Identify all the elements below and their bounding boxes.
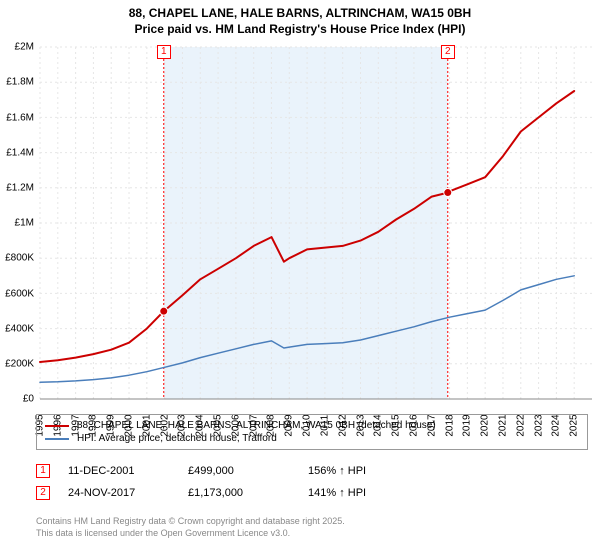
event-row-2: 2 24-NOV-2017 £1,173,000 141% ↑ HPI bbox=[36, 482, 588, 504]
legend-label-property: 88, CHAPEL LANE, HALE BARNS, ALTRINCHAM,… bbox=[77, 420, 436, 431]
y-axis-tick-label: £2M bbox=[0, 42, 34, 53]
event-date-2: 24-NOV-2017 bbox=[68, 487, 188, 499]
event-marker-2: 2 bbox=[36, 486, 50, 500]
events-table: 1 11-DEC-2001 £499,000 156% ↑ HPI 2 24-N… bbox=[36, 460, 588, 504]
y-axis-tick-label: £1.4M bbox=[0, 147, 34, 158]
legend-swatch-hpi bbox=[45, 438, 69, 440]
y-axis-tick-label: £200K bbox=[0, 358, 34, 369]
event-row-1: 1 11-DEC-2001 £499,000 156% ↑ HPI bbox=[36, 460, 588, 482]
chart-title-block: 88, CHAPEL LANE, HALE BARNS, ALTRINCHAM,… bbox=[0, 0, 600, 39]
y-axis-tick-label: £1.2M bbox=[0, 182, 34, 193]
event-marker-1: 1 bbox=[36, 464, 50, 478]
legend-item-property: 88, CHAPEL LANE, HALE BARNS, ALTRINCHAM,… bbox=[45, 419, 579, 432]
event-pct-2: 141% ↑ HPI bbox=[308, 487, 428, 499]
chart-container: £0£200K£400K£600K£800K£1M£1.2M£1.4M£1.6M… bbox=[36, 43, 596, 403]
y-axis-tick-label: £1.8M bbox=[0, 77, 34, 88]
event-pct-1: 156% ↑ HPI bbox=[308, 465, 428, 477]
event-line-marker: 2 bbox=[441, 45, 455, 59]
footer-line-2: This data is licensed under the Open Gov… bbox=[36, 528, 588, 540]
title-line-1: 88, CHAPEL LANE, HALE BARNS, ALTRINCHAM,… bbox=[10, 6, 590, 22]
y-axis-tick-label: £0 bbox=[0, 394, 34, 405]
legend-swatch-property bbox=[45, 425, 69, 427]
y-axis-tick-label: £600K bbox=[0, 288, 34, 299]
legend: 88, CHAPEL LANE, HALE BARNS, ALTRINCHAM,… bbox=[36, 414, 588, 450]
title-line-2: Price paid vs. HM Land Registry's House … bbox=[10, 22, 590, 38]
footer-attribution: Contains HM Land Registry data © Crown c… bbox=[36, 516, 588, 539]
legend-item-hpi: HPI: Average price, detached house, Traf… bbox=[45, 432, 579, 445]
event-date-1: 11-DEC-2001 bbox=[68, 465, 188, 477]
y-axis-tick-label: £400K bbox=[0, 323, 34, 334]
y-axis-tick-label: £800K bbox=[0, 253, 34, 264]
event-price-1: £499,000 bbox=[188, 465, 308, 477]
legend-label-hpi: HPI: Average price, detached house, Traf… bbox=[77, 433, 277, 444]
line-chart bbox=[36, 43, 596, 403]
footer-line-1: Contains HM Land Registry data © Crown c… bbox=[36, 516, 588, 528]
event-price-2: £1,173,000 bbox=[188, 487, 308, 499]
event-line-marker: 1 bbox=[157, 45, 171, 59]
y-axis-tick-label: £1M bbox=[0, 218, 34, 229]
y-axis-tick-label: £1.6M bbox=[0, 112, 34, 123]
